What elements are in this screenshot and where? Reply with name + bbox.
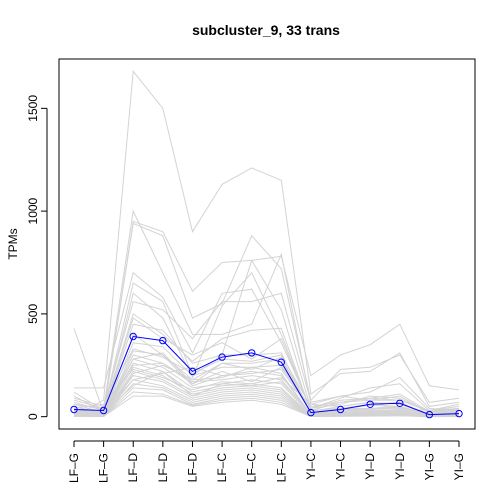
series-line bbox=[73, 222, 460, 413]
x-tick-label: YI–C bbox=[304, 453, 318, 480]
highlight-point bbox=[307, 408, 315, 417]
series-line bbox=[73, 323, 460, 416]
series-line bbox=[73, 352, 460, 416]
y-tick-label: 1500 bbox=[26, 95, 40, 122]
x-tick-label: LF–D bbox=[156, 453, 170, 483]
y-axis: 0 500 1000 1500 bbox=[26, 95, 48, 420]
x-tick-label: LF–C bbox=[215, 453, 229, 483]
highlight-series-group bbox=[70, 332, 463, 419]
y-axis-label: TPMs bbox=[6, 228, 20, 259]
series-line bbox=[73, 370, 460, 417]
y-tick-label: 0 bbox=[26, 413, 40, 420]
x-tick-label: LF–D bbox=[185, 453, 199, 483]
x-tick-label: LF–C bbox=[245, 453, 259, 483]
highlight-point bbox=[159, 336, 167, 345]
series-line bbox=[73, 70, 460, 418]
chart-title: subcluster_9, 33 trans bbox=[192, 22, 340, 38]
series-line bbox=[73, 366, 460, 417]
background-series-group bbox=[73, 70, 460, 418]
y-tick-label: 1000 bbox=[26, 197, 40, 224]
series-line bbox=[73, 366, 460, 416]
highlight-point bbox=[70, 405, 78, 414]
series-line bbox=[73, 348, 460, 413]
highlight-point bbox=[455, 409, 463, 418]
highlight-point bbox=[248, 349, 256, 357]
x-tick-label: LF–G bbox=[67, 453, 81, 483]
highlight-series-line bbox=[73, 335, 460, 416]
x-tick-label: YI–D bbox=[393, 453, 407, 480]
x-tick-label: YI–C bbox=[334, 453, 348, 480]
x-tick-label: LF–C bbox=[274, 453, 288, 483]
highlight-point bbox=[366, 400, 374, 408]
x-tick-label: YI–D bbox=[363, 453, 377, 480]
series-line bbox=[73, 368, 460, 412]
highlight-point bbox=[129, 332, 137, 341]
x-tick-label: YI–G bbox=[422, 453, 436, 480]
x-tick-label: LF–D bbox=[126, 453, 140, 483]
y-tick-label: 500 bbox=[26, 304, 40, 324]
x-axis: LF–G LF–G LF–D LF–D LF–D LF–C LF–C LF–C YI–C YI–C… bbox=[67, 440, 466, 483]
series-line bbox=[73, 350, 460, 417]
highlight-point bbox=[336, 405, 345, 414]
series-line bbox=[73, 370, 460, 416]
series-line bbox=[73, 362, 460, 414]
series-line bbox=[74, 364, 460, 417]
series-line bbox=[73, 271, 460, 414]
series-line bbox=[73, 220, 460, 416]
x-tick-label: YI–G bbox=[452, 453, 466, 480]
plot-frame bbox=[58, 58, 476, 430]
highlight-point bbox=[188, 367, 197, 376]
x-tick-label: LF–G bbox=[97, 453, 111, 483]
highlight-point bbox=[218, 353, 226, 361]
highlight-point bbox=[277, 358, 285, 366]
series-line bbox=[73, 395, 460, 418]
series-line bbox=[73, 209, 460, 411]
highlight-point bbox=[396, 399, 404, 407]
series-line bbox=[74, 271, 460, 412]
highlight-point bbox=[99, 406, 108, 415]
series-line bbox=[73, 259, 460, 413]
highlight-point bbox=[425, 410, 434, 419]
